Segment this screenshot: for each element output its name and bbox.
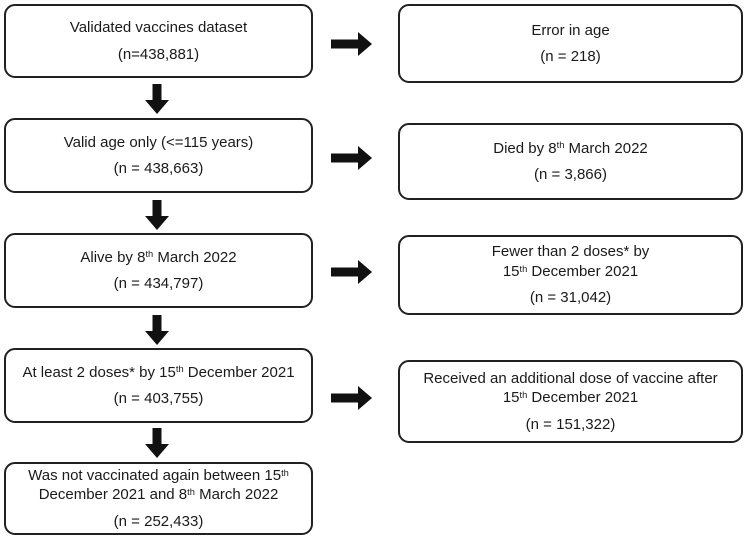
flow-box-validated-dataset: Validated vaccines dataset (n=438,881) xyxy=(4,4,313,78)
box-count: (n = 218) xyxy=(540,48,601,65)
arrow-down-icon xyxy=(145,315,169,345)
arrow-right-icon xyxy=(331,32,372,56)
arrow-right-icon xyxy=(331,146,372,170)
box-label: Error in age xyxy=(531,21,610,39)
arrow-right-icon xyxy=(331,386,372,410)
flow-box-not-vaccinated-again: Was not vaccinated again between 15th Dec… xyxy=(4,462,313,535)
box-count: (n = 3,866) xyxy=(534,166,607,183)
arrow-right-icon xyxy=(331,260,372,284)
flow-box-fewer-than-2-doses: Fewer than 2 doses* by 15th December 2021… xyxy=(398,235,743,315)
box-label: Was not vaccinated again between 15th Dec… xyxy=(28,466,289,504)
flow-box-additional-dose: Received an additional dose of vaccine a… xyxy=(398,360,743,443)
box-count: (n = 438,663) xyxy=(113,160,204,177)
box-count: (n=438,881) xyxy=(117,45,200,63)
box-label: At least 2 doses* by 15th December 2021 xyxy=(22,363,295,381)
box-label: Alive by 8th March 2022 xyxy=(80,248,237,266)
arrow-down-icon xyxy=(145,200,169,230)
box-label: Valid age only (<=115 years) xyxy=(63,133,254,151)
flow-box-at-least-2-doses: At least 2 doses* by 15th December 2021 … xyxy=(4,348,313,423)
box-count: (n = 252,433) xyxy=(113,512,204,530)
flow-box-alive: Alive by 8th March 2022 (n = 434,797) xyxy=(4,233,313,308)
box-count: (n = 403,755) xyxy=(113,390,204,407)
box-label: Fewer than 2 doses* by 15th December 2021 xyxy=(491,243,650,280)
box-count: (n = 151,322) xyxy=(525,415,616,433)
box-count: (n = 434,797) xyxy=(113,275,204,292)
arrow-down-icon xyxy=(145,84,169,114)
box-label: Died by 8th March 2022 xyxy=(493,139,648,157)
box-label: Validated vaccines dataset xyxy=(69,19,248,36)
flow-box-error-in-age: Error in age (n = 218) xyxy=(398,4,743,83)
arrow-down-icon xyxy=(145,428,169,458)
box-label: Received an additional dose of vaccine a… xyxy=(423,369,718,407)
flow-box-died: Died by 8th March 2022 (n = 3,866) xyxy=(398,123,743,200)
box-count: (n = 31,042) xyxy=(529,289,612,307)
flow-box-valid-age: Valid age only (<=115 years) (n = 438,66… xyxy=(4,118,313,193)
